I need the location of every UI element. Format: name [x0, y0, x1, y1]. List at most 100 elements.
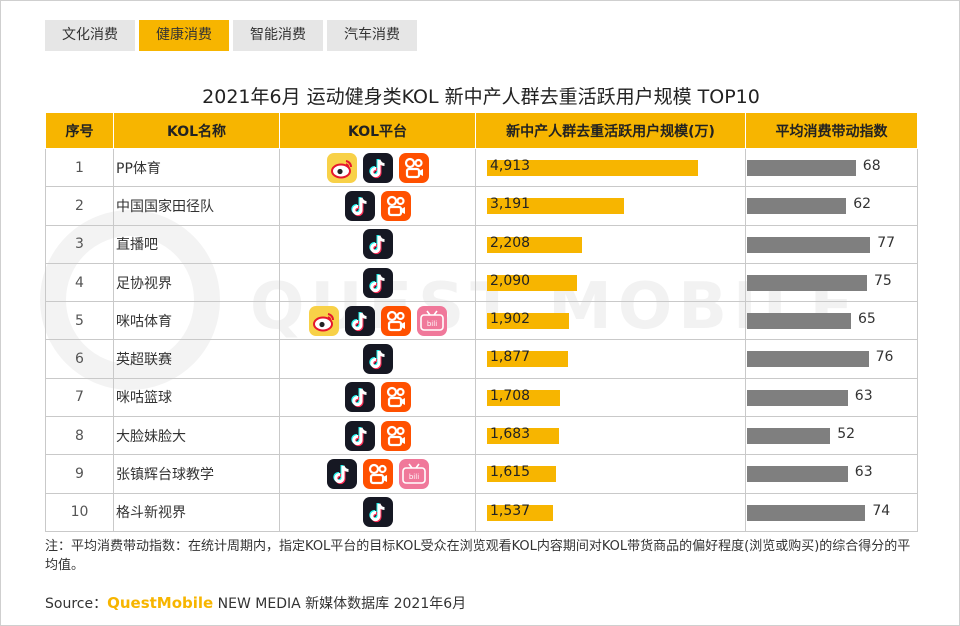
rank-cell: 5: [45, 301, 114, 341]
questmobile-logo: QuestMobile: [107, 594, 214, 612]
index-value-label: 74: [872, 502, 891, 519]
kol-name-cell: 直播吧: [113, 224, 280, 264]
kol-name-cell: 英超联赛: [113, 339, 280, 379]
header-name: KOL名称: [113, 112, 280, 149]
users-bar: [487, 351, 568, 368]
tab-smart[interactable]: 智能消费: [233, 20, 323, 51]
platform-cell: [279, 492, 476, 532]
index-cell: 63: [745, 377, 918, 418]
index-bar: [747, 198, 847, 215]
kol-name-cell: 中国国家田径队: [113, 186, 280, 226]
index-bar: [747, 274, 867, 291]
douyin-icon: [362, 497, 393, 528]
index-value-label: 77: [877, 234, 896, 251]
table-row: 10 格斗新视界 1,537 74: [45, 492, 918, 532]
source-prefix: Source：: [45, 596, 108, 612]
users-cell: 2,208: [475, 224, 746, 264]
douyin-icon: [362, 267, 393, 298]
index-cell: 52: [745, 416, 918, 456]
users-bar: [487, 466, 557, 483]
index-bar: [747, 351, 869, 368]
rank-cell: 6: [45, 339, 114, 379]
platform-cell: [279, 416, 476, 456]
rank-cell: 4: [45, 262, 114, 303]
users-value-label: 1,708: [490, 387, 531, 404]
users-cell: 1,615: [475, 454, 746, 494]
bilibili-icon: bili: [416, 305, 447, 336]
table-row: 2 中国国家田径队 3,191 62: [45, 186, 918, 226]
douyin-icon: [362, 344, 393, 375]
users-value-label: 1,902: [490, 311, 531, 328]
tab-auto[interactable]: 汽车消费: [327, 20, 417, 51]
douyin-icon: [344, 305, 375, 336]
users-bar: [487, 198, 625, 215]
douyin-icon: [344, 190, 375, 221]
users-value-label: 2,208: [490, 234, 531, 251]
kol-ranking-table: 序号 KOL名称 KOL平台 新中产人群去重活跃用户规模(万) 平均消费带动指数…: [45, 112, 918, 532]
kuaishou-icon: [362, 459, 393, 490]
table-row: 4 足协视界 2,090 75: [45, 262, 918, 303]
users-value-label: 1,877: [490, 349, 531, 366]
users-value-label: 1,683: [490, 426, 531, 443]
users-value-label: 1,615: [490, 464, 531, 481]
users-cell: 1,537: [475, 492, 746, 532]
users-cell: 1,902: [475, 301, 746, 341]
table-header-row: 序号 KOL名称 KOL平台 新中产人群去重活跃用户规模(万) 平均消费带动指数: [45, 112, 918, 149]
users-bar: [487, 274, 577, 291]
users-cell: 2,090: [475, 262, 746, 303]
table-row: 7 咪咕篮球 1,708 63: [45, 377, 918, 418]
svg-text:bili: bili: [426, 320, 436, 328]
kol-name-cell: 咪咕体育: [113, 301, 280, 341]
table-row: 5 咪咕体育 bili 1,902 65: [45, 301, 918, 341]
weibo-icon: [308, 305, 339, 336]
tab-culture[interactable]: 文化消费: [45, 20, 135, 51]
users-bar: [487, 389, 561, 406]
platform-cell: bili: [279, 454, 476, 494]
kol-name-cell: 足协视界: [113, 262, 280, 303]
users-bar: [487, 236, 582, 253]
index-bar: [747, 160, 856, 176]
kuaishou-icon: [380, 382, 411, 413]
index-value-label: 62: [853, 196, 872, 213]
tab-health[interactable]: 健康消费: [139, 20, 229, 51]
index-bar: [747, 466, 848, 483]
users-cell: 4,913: [475, 147, 746, 188]
rank-cell: 10: [45, 492, 114, 532]
footnote: 注：平均消费带动指数：在统计周期内，指定KOL平台的目标KOL受众在浏览观看KO…: [45, 539, 911, 573]
category-tabs: 文化消费 健康消费 智能消费 汽车消费: [45, 20, 417, 51]
table-row: 9 张镇辉台球教学 bili 1,615 63: [45, 454, 918, 494]
index-value-label: 52: [837, 426, 856, 443]
users-cell: 1,708: [475, 377, 746, 418]
platform-cell: bili: [279, 301, 476, 341]
header-platform: KOL平台: [279, 112, 476, 149]
index-bar: [747, 389, 848, 406]
kol-name-cell: 大脸妹脸大: [113, 416, 280, 456]
index-value-label: 63: [854, 387, 873, 404]
index-bar: [747, 428, 831, 445]
index-cell: 77: [745, 224, 918, 264]
users-value-label: 2,090: [490, 272, 531, 289]
platform-cell: [279, 186, 476, 226]
weibo-icon: [326, 152, 357, 183]
header-index: 平均消费带动指数: [745, 112, 918, 149]
platform-cell: [279, 147, 476, 188]
index-cell: 68: [745, 147, 918, 188]
table-body: 1 PP体育 4,913 68 2 中国国家田径队 3,191 62 3 直播吧 2,208 77 4 足…: [45, 147, 918, 532]
douyin-icon: [344, 382, 375, 413]
kuaishou-icon: [398, 152, 429, 183]
rank-cell: 9: [45, 454, 114, 494]
index-value-label: 76: [875, 349, 894, 366]
users-value-label: 3,191: [490, 196, 531, 213]
chart-title: 2021年6月 运动健身类KOL 新中产人群去重活跃用户规模 TOP10: [202, 86, 760, 108]
bilibili-icon: bili: [398, 459, 429, 490]
douyin-icon: [326, 459, 357, 490]
header-users: 新中产人群去重活跃用户规模(万): [475, 112, 746, 149]
rank-cell: 1: [45, 147, 114, 188]
index-bar: [747, 313, 851, 330]
table-row: 6 英超联赛 1,877 76: [45, 339, 918, 379]
index-bar: [747, 504, 866, 521]
source-suffix: NEW MEDIA 新媒体数据库 2021年6月: [213, 596, 467, 612]
table-row: 8 大脸妹脸大 1,683 52: [45, 416, 918, 456]
rank-cell: 3: [45, 224, 114, 264]
index-cell: 62: [745, 186, 918, 226]
